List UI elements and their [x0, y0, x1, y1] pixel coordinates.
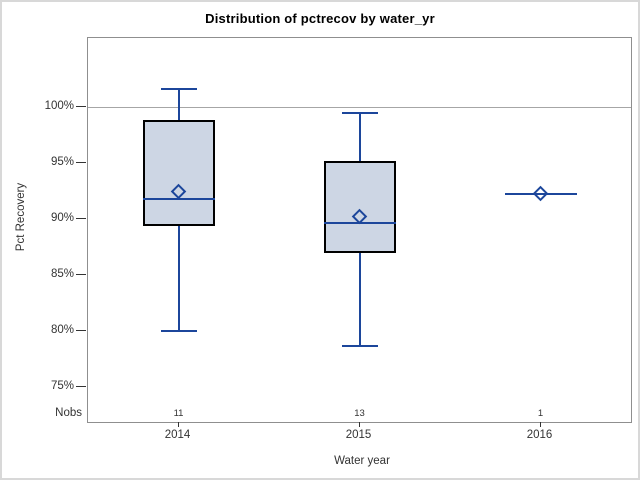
y-axis-tick: [76, 217, 86, 219]
x-axis-tick: [177, 422, 179, 427]
iqr-box: [142, 119, 215, 227]
nobs-value: 13: [354, 408, 365, 419]
median-line: [142, 198, 215, 201]
x-axis-category-label: 2016: [526, 429, 553, 441]
x-axis-tick: [358, 422, 360, 427]
plot-area: 11 13 1: [87, 37, 632, 423]
mean-diamond-marker: [532, 185, 549, 202]
x-axis-category-label: 2015: [345, 429, 372, 441]
y-axis-tick: [76, 273, 86, 275]
x-axis-tick: [539, 422, 541, 427]
nobs-value: 1: [537, 408, 544, 419]
y-axis-tick: [76, 105, 86, 107]
y-axis-tick-label: 100%: [44, 100, 74, 113]
y-axis-tick: [76, 329, 86, 331]
whisker-cap-top: [160, 88, 197, 91]
y-axis-tick-label: 95%: [50, 156, 74, 169]
y-axis-tick-label: 85%: [50, 268, 74, 281]
y-axis-tick-label: 75%: [50, 380, 74, 393]
median-line: [323, 221, 396, 224]
iqr-box: [323, 161, 396, 253]
whisker-cap-top: [341, 112, 378, 114]
x-axis-category-label: 2014: [164, 429, 191, 441]
y-axis-tick-label: 80%: [50, 324, 74, 337]
nobs-value: 11: [173, 408, 184, 419]
median-line: [504, 192, 577, 195]
x-axis-title: Water year: [334, 455, 390, 467]
chart-title: Distribution of pctrecov by water_yr: [205, 11, 435, 26]
reference-line-100pct: [88, 106, 631, 108]
whisker-cap-bottom: [341, 344, 378, 347]
y-axis-tick-label: 90%: [50, 212, 74, 225]
y-axis-tick: [76, 385, 86, 387]
nobs-row-label: Nobs: [55, 407, 82, 419]
whisker-cap-bottom: [160, 330, 197, 333]
y-axis-tick: [76, 161, 86, 163]
